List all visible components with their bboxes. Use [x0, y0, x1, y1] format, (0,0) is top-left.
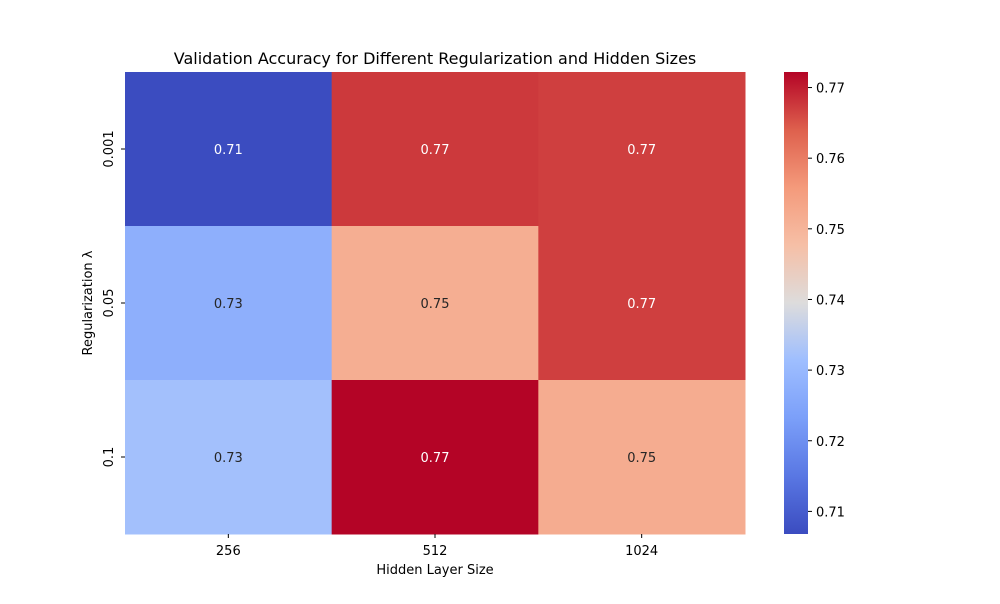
- heatmap-cell: [331, 226, 539, 381]
- y-axis-label: Regularization λ: [81, 250, 96, 355]
- heatmap-cell: [125, 226, 333, 381]
- colorbar-tick-label: 0.75: [816, 223, 845, 238]
- colorbar-tick-label: 0.71: [816, 505, 845, 520]
- x-axis-ticks: 256 512 1024: [216, 534, 658, 559]
- colorbar-tick-label: 0.72: [816, 435, 845, 450]
- cell-value-label: 0.73: [214, 297, 243, 312]
- cell-value-label: 0.77: [627, 297, 656, 312]
- heatmap-cell-labels: 0.71 0.77 0.77 0.73 0.75 0.77 0.73 0.77 0.75: [214, 143, 656, 466]
- colorbar-tick-label: 0.74: [816, 293, 845, 308]
- heatmap-cell: [538, 72, 746, 227]
- x-tick-label: 512: [423, 544, 448, 559]
- x-tick-label: 1024: [625, 544, 658, 559]
- y-tick-label: 0.001: [102, 130, 117, 167]
- chart-title: Validation Accuracy for Different Regula…: [174, 49, 697, 68]
- cell-value-label: 0.77: [421, 143, 450, 158]
- y-axis-ticks: 0.001 0.05 0.1: [102, 130, 125, 467]
- cell-value-label: 0.77: [627, 143, 656, 158]
- colorbar-ticks: 0.71 0.72 0.73 0.74 0.75 0.76 0.77: [808, 82, 845, 520]
- y-tick-label: 0.1: [102, 447, 117, 468]
- cell-value-label: 0.75: [421, 297, 450, 312]
- cell-value-label: 0.73: [214, 451, 243, 466]
- heatmap-cell: [125, 380, 333, 535]
- heatmap-cell: [125, 72, 333, 227]
- heatmap-cell: [331, 72, 539, 227]
- x-tick-label: 256: [216, 544, 241, 559]
- cell-value-label: 0.71: [214, 143, 243, 158]
- y-tick-label: 0.05: [102, 289, 117, 318]
- colorbar-tick-label: 0.73: [816, 364, 845, 379]
- x-axis-label: Hidden Layer Size: [376, 563, 493, 578]
- cell-value-label: 0.75: [627, 451, 656, 466]
- colorbar: [784, 72, 808, 534]
- heatmap-cell: [538, 380, 746, 535]
- colorbar-tick-label: 0.77: [816, 82, 845, 97]
- heatmap-cell: [538, 226, 746, 381]
- heatmap-cell: [331, 380, 539, 535]
- colorbar-tick-label: 0.76: [816, 152, 845, 167]
- heatmap-cells: [125, 72, 746, 535]
- cell-value-label: 0.77: [421, 451, 450, 466]
